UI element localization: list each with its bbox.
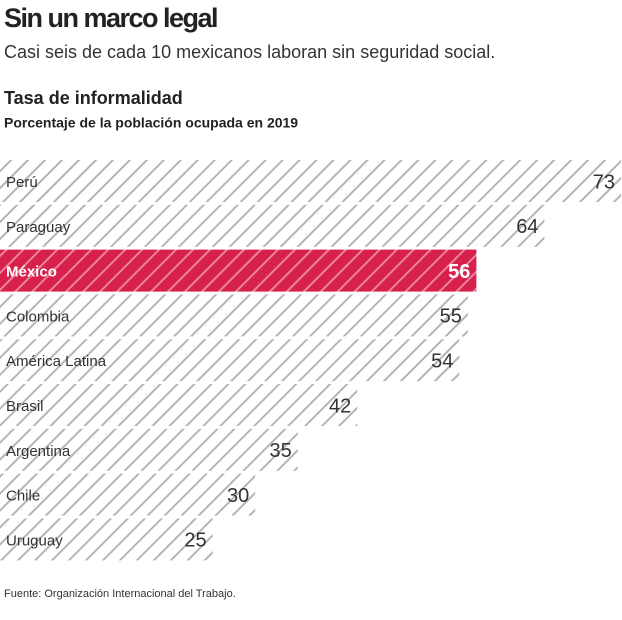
category-label: América Latina	[6, 353, 107, 370]
chart-heading: Tasa de informalidad	[4, 88, 183, 108]
category-label: Paraguay	[6, 219, 71, 236]
category-label: Perú	[6, 174, 38, 191]
value-label: 25	[184, 530, 206, 552]
value-label: 30	[227, 485, 249, 507]
source: Fuente: Organización Internacional del T…	[4, 588, 236, 600]
bar	[0, 204, 545, 247]
chart-subheading: Porcentaje de la población ocupada en 20…	[4, 115, 298, 131]
subtitle: Casi seis de cada 10 mexicanos laboran s…	[4, 42, 495, 62]
category-label: Argentina	[6, 443, 71, 460]
value-label: 73	[593, 171, 615, 193]
bar	[0, 160, 621, 202]
category-label: México	[6, 264, 57, 281]
bar	[0, 384, 358, 426]
value-label: 64	[516, 216, 538, 238]
value-label: 54	[431, 350, 453, 372]
bar	[0, 294, 468, 337]
value-label: 56	[448, 261, 470, 283]
category-label: Brasil	[6, 398, 44, 415]
value-label: 42	[329, 395, 351, 417]
value-label: 35	[269, 440, 291, 462]
bar	[0, 518, 213, 561]
value-label: 55	[440, 306, 462, 328]
bar	[0, 428, 298, 471]
category-label: Colombia	[6, 308, 70, 325]
title: Sin un marco legal	[4, 3, 217, 33]
bar	[0, 249, 477, 292]
bar	[0, 473, 256, 516]
bar	[0, 339, 460, 382]
category-label: Chile	[6, 488, 40, 505]
category-label: Uruguay	[6, 532, 63, 549]
